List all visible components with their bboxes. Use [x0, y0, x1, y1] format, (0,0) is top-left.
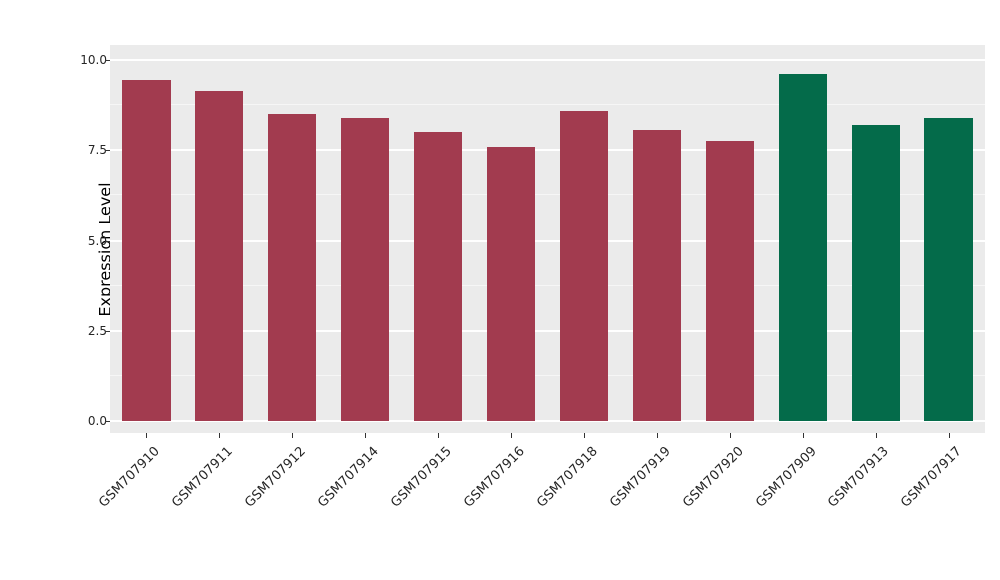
x-tick-mark [656, 433, 658, 438]
y-tick-mark [105, 330, 110, 332]
x-tick-mark [583, 433, 585, 438]
x-tick-mark [365, 433, 367, 438]
y-tick-mark [105, 421, 110, 422]
bar [632, 130, 681, 421]
bar [559, 110, 609, 421]
bar [122, 79, 171, 421]
x-tick-label: GSM707914 [315, 444, 382, 511]
bar [924, 117, 973, 421]
y-tick-mark [105, 60, 110, 61]
bar [341, 117, 390, 421]
x-tick-mark [875, 433, 877, 438]
bar [268, 114, 317, 421]
gridline-major [110, 149, 985, 152]
y-tick-label: 10.0 [80, 53, 107, 67]
x-tick-label: GSM707910 [96, 444, 164, 511]
x-tick-mark [948, 433, 950, 438]
bar [851, 124, 900, 421]
x-tick-label: GSM707913 [825, 444, 893, 511]
gridline-minor [110, 284, 985, 286]
y-tick-mark [105, 240, 110, 242]
x-tick-label: GSM707912 [242, 444, 309, 511]
bar [705, 141, 754, 421]
x-tick-label: GSM707911 [169, 444, 236, 511]
gridline-major [110, 239, 985, 242]
gridline-major [110, 420, 985, 422]
gridline-minor [110, 374, 985, 376]
x-tick-label: GSM707915 [388, 444, 455, 511]
x-tick-mark [219, 433, 221, 438]
x-tick-label: GSM707920 [679, 444, 747, 511]
gridline-major [110, 329, 985, 332]
bar [778, 74, 827, 421]
x-tick-mark [802, 433, 804, 438]
x-tick-mark [511, 433, 513, 438]
x-tick-mark [292, 433, 294, 438]
gridline-minor [110, 194, 985, 196]
x-tick-mark [146, 433, 148, 438]
y-tick-mark [105, 150, 110, 152]
gridline-minor [110, 104, 985, 106]
y-tick-label: 2.5 [87, 323, 107, 338]
bar [414, 132, 463, 421]
y-tick-label: 7.5 [87, 143, 107, 158]
x-tick-label: GSM707916 [461, 444, 528, 511]
x-tick-label: GSM707909 [752, 444, 820, 511]
x-tick-label: GSM707919 [606, 444, 674, 511]
x-tick-label: GSM707918 [533, 444, 601, 511]
x-tick-label: GSM707917 [898, 444, 966, 511]
x-tick-mark [729, 433, 731, 438]
y-tick-label: 0.0 [87, 414, 107, 428]
y-tick-label: 5.0 [87, 233, 107, 248]
plot-panel [110, 45, 985, 433]
bar [195, 90, 244, 421]
bar [486, 146, 536, 421]
x-tick-mark [438, 433, 440, 438]
gridline-major [110, 59, 985, 61]
